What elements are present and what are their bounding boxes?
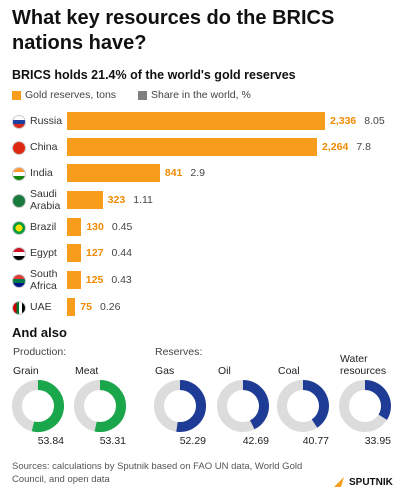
donut-arc [302,380,329,428]
donut-label: Coal [278,365,300,377]
donut-arc [31,380,64,432]
bar-labels: 2,336 8.05 [328,114,385,128]
category-label: Brazil [30,221,57,233]
flag [12,194,26,208]
value-label: 130 [84,220,106,234]
donut-value: 40.77 [303,435,329,447]
donut-value: 33.95 [365,435,391,447]
category-label: South Africa [30,268,58,292]
group-label: Reserves: [155,346,203,358]
share-label: 0.26 [99,301,121,313]
flag [12,115,26,129]
chart-title: BRICS holds 21.4% of the world's gold re… [12,68,296,82]
donut-arc [176,380,206,432]
donut-value: 53.84 [38,435,64,447]
bar [67,112,325,130]
category-label: UAE [30,301,52,313]
share-label: 2.9 [190,167,206,179]
category-label: Egypt [30,247,57,259]
value-label: 127 [84,246,106,260]
legend-swatch [12,91,21,100]
flag [12,221,26,235]
value-label: 2,336 [328,114,359,128]
share-label: 1.11 [133,194,153,206]
legend-label: Share in the world, % [151,89,251,101]
legend-label: Gold reserves, tons [25,89,117,101]
group-label: Production: [13,346,67,358]
donut-label: Water resources [340,353,387,377]
share-label: 0.44 [111,247,132,259]
donut-label: Gas [155,365,175,377]
donut-label: Oil [218,365,231,377]
donut-label: Grain [13,365,39,377]
value-label: 125 [83,273,106,287]
bar-labels: 841 2.9 [162,166,206,180]
logo: SPUTNIK [332,475,393,489]
donut-value: 52.29 [180,435,206,447]
donut-arc [94,380,126,432]
bar-labels: 2,264 7.8 [320,140,371,154]
legend-swatch [138,91,147,100]
bar-labels: 125 0.43 [83,273,132,287]
category-label: India [30,167,53,179]
flag [12,141,26,155]
flag [12,301,26,315]
bar [67,191,103,209]
share-label: 7.8 [356,141,371,153]
value-label: 841 [162,166,185,180]
source-note: Sources: calculations by Sputnik based o… [12,461,303,485]
share-label: 8.05 [364,115,385,127]
donut-arc [364,380,391,420]
share-label: 0.45 [111,221,133,233]
value-label: 323 [105,193,128,207]
bar [67,298,76,316]
donut-label: Meat [75,365,99,377]
donut-value: 53.31 [100,435,126,447]
value-label: 75 [78,300,94,314]
section-title: And also [12,325,67,340]
bar [67,271,81,289]
flag [12,167,26,181]
page-title: What key resources do the BRICS nations … [12,7,335,54]
bar [67,138,318,156]
bar [67,164,160,182]
logo-icon [334,477,344,487]
share-label: 0.43 [111,274,132,286]
flag [12,247,26,261]
category-label: China [30,141,58,153]
category-label: Russia [30,115,63,127]
bar-labels: 127 0.44 [84,246,132,260]
bar-labels: 130 0.45 [84,220,132,234]
value-label: 2,264 [320,140,351,154]
logo-text: SPUTNIK [349,476,393,488]
flag [12,274,26,288]
category-label: Saudi Arabia [30,188,61,212]
bar [67,244,82,262]
bar [67,218,82,236]
bar-labels: 323 1.11 [105,193,153,207]
donut-value: 42.69 [243,435,269,447]
donut-arc [242,380,269,430]
bar-labels: 75 0.26 [78,300,120,314]
